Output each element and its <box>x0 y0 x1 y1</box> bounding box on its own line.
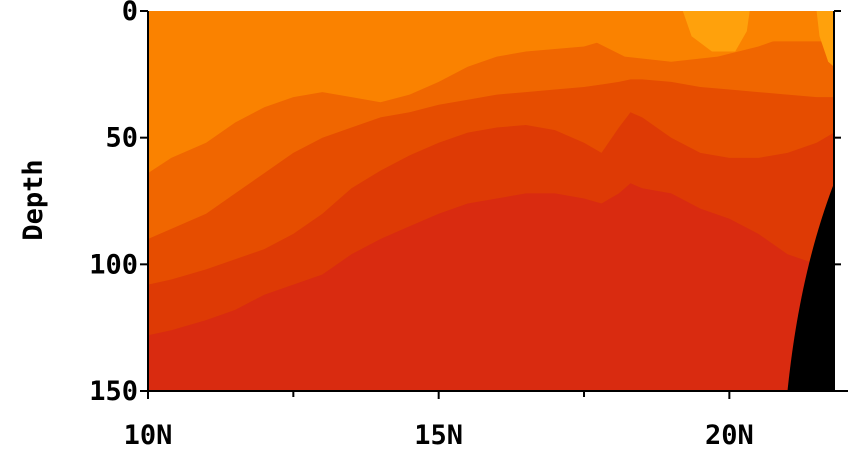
x-tick-label: 10N <box>124 420 173 451</box>
y-tick-label: 100 <box>89 249 138 280</box>
tick-labels: 0 50 100 150 10N 15N 20N <box>89 0 754 451</box>
y-tick-label: 0 <box>122 0 138 27</box>
x-tick-label: 15N <box>414 420 463 451</box>
land-mask <box>787 183 834 391</box>
warm-tongue-4 <box>682 11 750 52</box>
land-mask-layer <box>787 183 834 391</box>
axes <box>146 5 848 392</box>
warm-tongue-1 <box>159 11 253 133</box>
warm-tongue-2 <box>310 11 422 90</box>
y-tick-label: 50 <box>105 123 138 154</box>
y-tick-label: 150 <box>89 376 138 407</box>
contour-band-level-2 <box>148 11 834 174</box>
x-tick-label: 20N <box>705 420 754 451</box>
y-axis-label: Depth <box>18 159 49 240</box>
warm-tongue-5 <box>816 11 834 67</box>
ticks <box>140 10 841 399</box>
temperature-contour-fill <box>148 11 834 391</box>
